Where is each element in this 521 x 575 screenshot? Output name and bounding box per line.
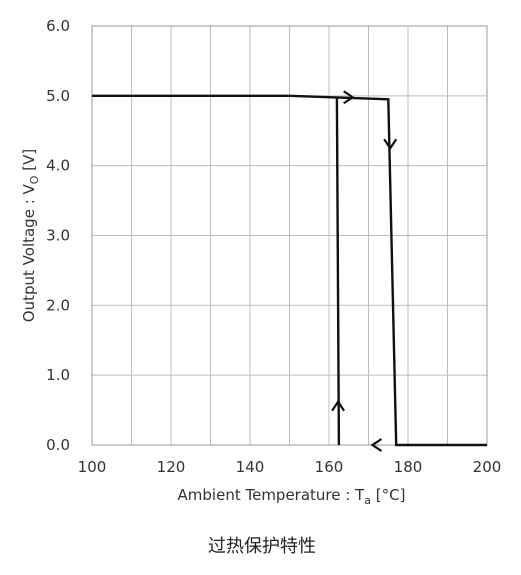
y-tick-label: 2.0 <box>46 296 70 314</box>
y-tick-label: 0.0 <box>46 436 70 454</box>
x-tick-label: 140 <box>236 458 265 476</box>
arrow-down <box>383 138 398 151</box>
x-tick-label: 180 <box>394 458 423 476</box>
x-tick-label: 160 <box>315 458 344 476</box>
figure-caption: 过热保护特性 <box>208 536 316 557</box>
x-tick-label: 200 <box>473 458 502 476</box>
arrow-right <box>343 90 355 105</box>
y-axis-title: Output Voltage : VO [V] <box>20 149 41 322</box>
x-tick-label: 120 <box>157 458 186 476</box>
grid <box>92 26 487 445</box>
y-tick-label: 4.0 <box>46 157 70 175</box>
series-lines <box>92 94 487 447</box>
series-line-2 <box>335 97 341 446</box>
y-tick-label: 6.0 <box>46 17 70 35</box>
y-tick-label: 1.0 <box>46 366 70 384</box>
arrow-up <box>331 399 346 412</box>
x-tick-label: 100 <box>78 458 107 476</box>
y-tick-label: 3.0 <box>46 227 70 245</box>
plot-frame <box>91 25 488 446</box>
direction-arrows <box>331 90 398 452</box>
arrow-left <box>370 438 383 452</box>
y-tick-labels: 0.0 1.0 2.0 3.0 4.0 5.0 6.0 <box>46 17 70 454</box>
y-tick-label: 5.0 <box>46 87 70 105</box>
x-tick-labels: 100 120 140 160 180 200 <box>78 458 502 476</box>
x-axis-title: Ambient Temperature : Ta [°C] <box>178 486 406 507</box>
series-line-1 <box>92 94 487 447</box>
